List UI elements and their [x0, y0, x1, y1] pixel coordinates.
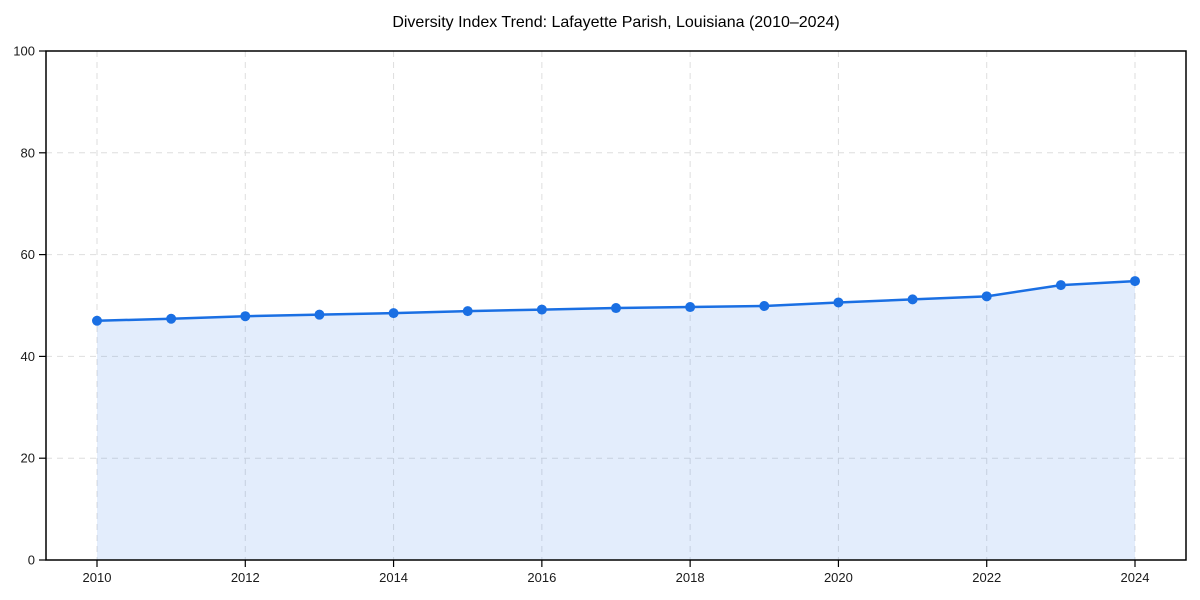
x-tick-label: 2024	[1121, 570, 1150, 585]
data-point-marker	[388, 308, 399, 319]
x-tick-label: 2022	[972, 570, 1001, 585]
x-tick-label: 2012	[231, 570, 260, 585]
data-point-marker	[1055, 280, 1066, 291]
data-point-marker	[833, 297, 844, 308]
data-point-marker	[981, 291, 992, 302]
y-tick-label: 80	[21, 145, 35, 160]
data-point-marker	[462, 306, 473, 317]
y-tick-label: 40	[21, 349, 35, 364]
data-point-marker	[314, 309, 325, 320]
data-point-marker	[611, 303, 621, 314]
x-tick-label: 2018	[676, 570, 705, 585]
data-point-marker	[907, 294, 918, 305]
x-tick-label: 2016	[527, 570, 556, 585]
plot-frame	[45, 50, 1187, 561]
y-tick-label: 20	[21, 451, 35, 466]
data-point-marker	[536, 304, 547, 315]
x-tick-label: 2014	[379, 570, 408, 585]
x-tick-label: 2020	[824, 570, 853, 585]
data-point-marker	[685, 302, 696, 313]
y-tick-label: 0	[28, 553, 35, 568]
data-point-marker	[240, 311, 251, 322]
data-point-marker	[166, 313, 177, 324]
data-point-marker	[759, 301, 770, 312]
y-tick-label: 60	[21, 247, 35, 262]
x-tick-label: 2010	[83, 570, 112, 585]
chart-title: Diversity Index Trend: Lafayette Parish,…	[392, 14, 840, 31]
series-area	[97, 281, 1135, 560]
data-point-marker	[1130, 276, 1140, 287]
y-tick-label: 100	[13, 44, 35, 59]
data-point-marker	[92, 315, 102, 326]
